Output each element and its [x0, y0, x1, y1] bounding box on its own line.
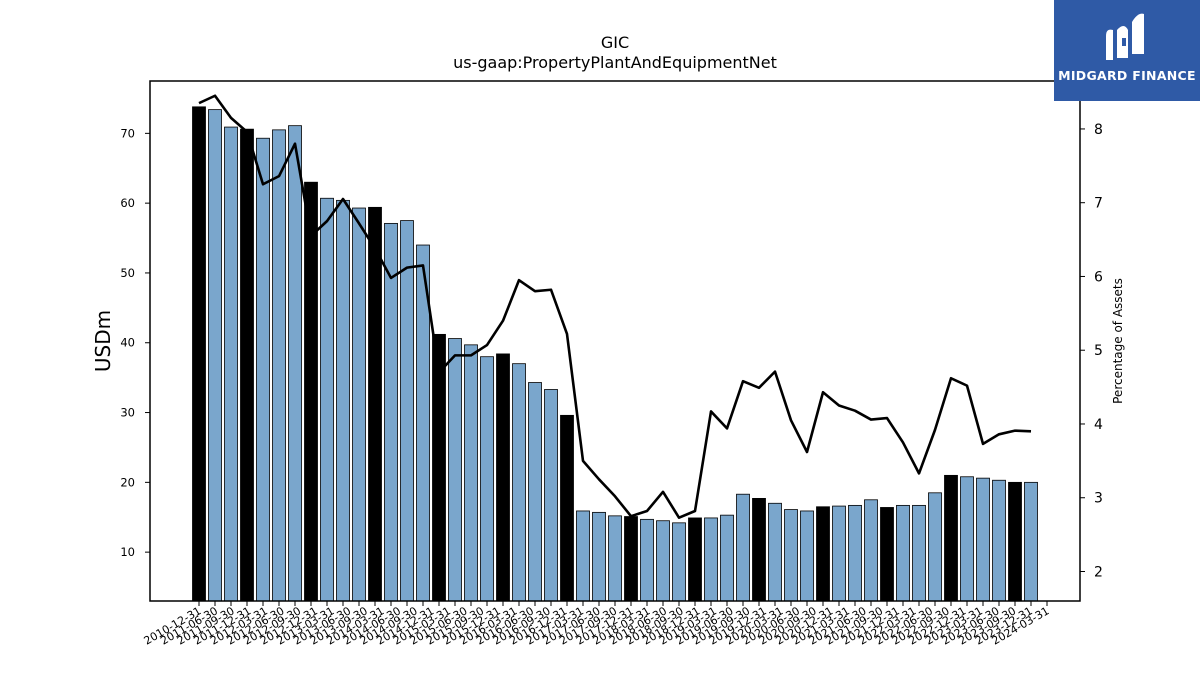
bar: [992, 479, 1006, 602]
y-tick-label: 10: [120, 545, 135, 559]
bar: [592, 511, 606, 602]
bar: [768, 502, 782, 602]
y2-tick-label: 2: [1094, 564, 1103, 580]
bar: [576, 510, 590, 602]
bar: [304, 181, 318, 602]
bar: [672, 522, 686, 602]
bar: [368, 206, 382, 602]
bar: [960, 476, 974, 602]
bar: [752, 497, 766, 602]
chart-subtitle: us-gaap:PropertyPlantAndEquipmentNet: [453, 53, 777, 72]
y2-axis-label: Percentage of Assets: [1111, 278, 1125, 404]
chart-title: GIC: [601, 33, 629, 52]
brand-logo: MIDGARD FINANCE: [1054, 0, 1200, 101]
bar: [528, 382, 542, 602]
y-tick-label: 50: [120, 266, 135, 280]
y2-tick-label: 4: [1094, 417, 1103, 433]
bar: [464, 344, 478, 602]
y2-tick-label: 7: [1094, 196, 1103, 212]
bar: [432, 333, 446, 602]
y2-tick-label: 8: [1094, 122, 1103, 138]
y2-tick-label: 3: [1094, 491, 1103, 507]
bar: [448, 338, 462, 602]
bar: [496, 353, 510, 602]
bar: [1024, 481, 1038, 602]
bar: [640, 518, 654, 602]
bar: [288, 125, 302, 602]
bar: [480, 356, 494, 602]
bar: [656, 520, 670, 602]
y2-tick-label: 5: [1094, 343, 1103, 359]
bar: [704, 517, 718, 602]
bar: [816, 506, 830, 602]
bar: [384, 222, 398, 602]
bar: [912, 504, 926, 602]
bar: [256, 137, 270, 602]
bar: [336, 199, 350, 602]
y-tick-label: 30: [120, 406, 135, 420]
bar: [896, 504, 910, 602]
bar: [272, 129, 286, 602]
bar: [832, 505, 846, 602]
bar-series: [192, 106, 1038, 602]
bar: [400, 220, 414, 602]
bar: [624, 516, 638, 602]
bar: [784, 509, 798, 602]
bar: [320, 197, 334, 602]
logo-text: MIDGARD FINANCE: [1058, 68, 1196, 83]
line-series: [198, 94, 1032, 519]
bar: [240, 128, 254, 602]
bar: [192, 106, 206, 602]
bar: [224, 126, 238, 602]
y-tick-label: 20: [120, 475, 135, 489]
bar: [848, 504, 862, 602]
y-axis-label: USDm: [91, 310, 115, 372]
bar: [560, 414, 574, 602]
bar: [1008, 481, 1022, 602]
bar: [800, 510, 814, 602]
bar: [880, 507, 894, 602]
axes: 1020304050607023456782010-12-312011-06-3…: [120, 80, 1103, 648]
bar: [512, 363, 526, 602]
bar: [928, 492, 942, 602]
y-tick-label: 40: [120, 336, 135, 350]
bar: [976, 477, 990, 602]
bar: [608, 515, 622, 602]
bar: [544, 389, 558, 602]
bar: [944, 474, 958, 602]
bar: [864, 499, 878, 602]
logo-mark-icon: [1106, 13, 1144, 60]
bar: [736, 493, 750, 602]
bar: [720, 514, 734, 602]
bar: [688, 517, 702, 602]
y-tick-label: 70: [120, 126, 135, 140]
percentage-line: [198, 94, 1032, 519]
bar: [352, 207, 366, 602]
y2-tick-label: 6: [1094, 269, 1103, 285]
y-tick-label: 60: [120, 196, 135, 210]
bar: [208, 109, 222, 602]
